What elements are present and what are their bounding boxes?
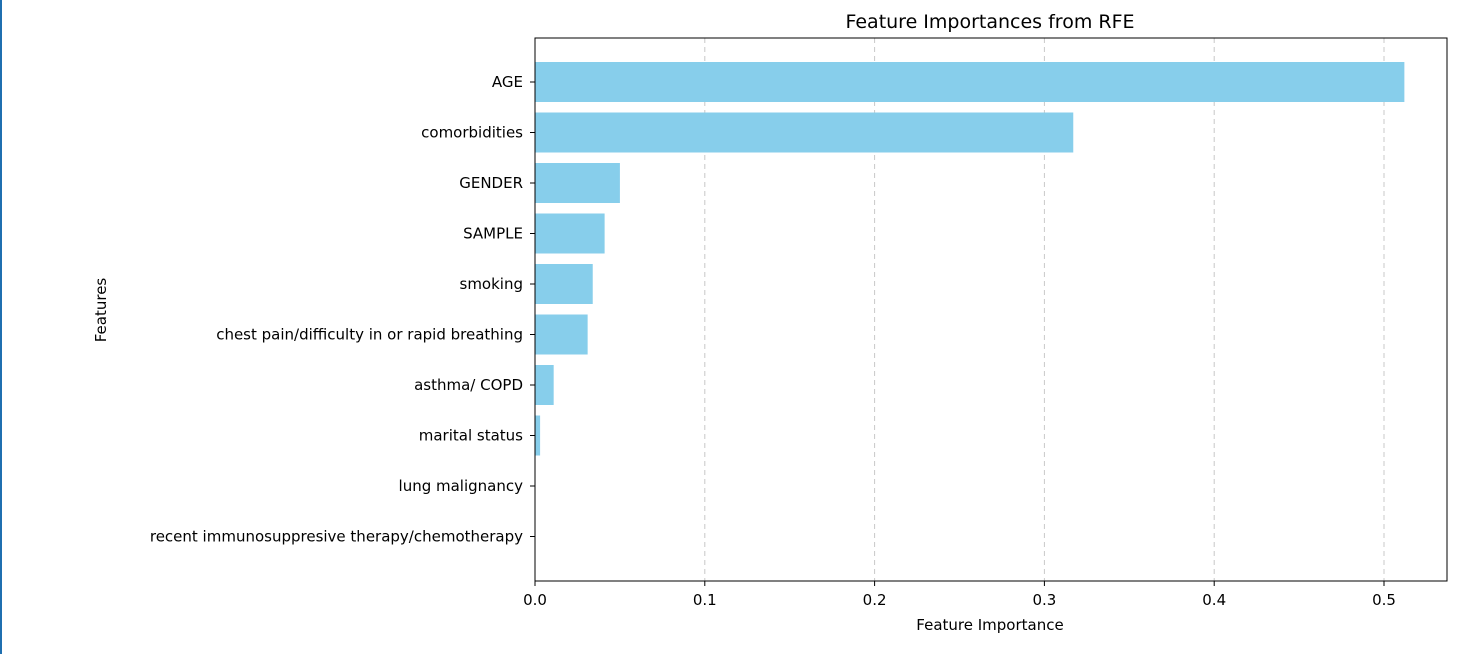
x-axis-label: Feature Importance (916, 616, 1063, 634)
y-tick-label: smoking (460, 275, 524, 293)
bar (535, 314, 588, 355)
bars (535, 62, 1405, 456)
bar (535, 213, 605, 254)
y-tick-label: chest pain/difficulty in or rapid breath… (216, 326, 523, 344)
bar (535, 163, 620, 203)
y-tick-label: marital status (419, 427, 523, 445)
y-tick-label: comorbidities (421, 124, 523, 142)
chart-title: Feature Importances from RFE (845, 11, 1134, 33)
y-tick-label: AGE (492, 73, 523, 91)
axes-frame (534, 37, 1448, 582)
bar (535, 112, 1074, 153)
bar (535, 62, 1405, 102)
x-ticks: 0.0 0.1 0.2 0.3 0.4 0.5 (523, 581, 1396, 609)
x-tick-label: 0.4 (1202, 591, 1226, 609)
bar (535, 415, 541, 456)
x-tick-label: 0.3 (1032, 591, 1056, 609)
bar (535, 264, 593, 304)
y-ticks: AGE comorbidities GENDER SAMPLE smoking ches… (150, 73, 535, 546)
y-tick-label: lung malignancy (399, 477, 524, 495)
x-tick-label: 0.1 (693, 591, 717, 609)
x-tick-label: 0.5 (1372, 591, 1396, 609)
bar (535, 365, 554, 405)
y-tick-label: asthma/ COPD (414, 376, 523, 394)
x-tick-label: 0.0 (523, 591, 547, 609)
x-tick-label: 0.2 (863, 591, 887, 609)
y-tick-label: SAMPLE (463, 225, 523, 243)
y-tick-label: recent immunosuppresive therapy/chemothe… (150, 528, 523, 546)
y-axis-label: Features (92, 278, 110, 343)
window-edge (0, 0, 2, 654)
y-tick-label: GENDER (459, 174, 523, 192)
